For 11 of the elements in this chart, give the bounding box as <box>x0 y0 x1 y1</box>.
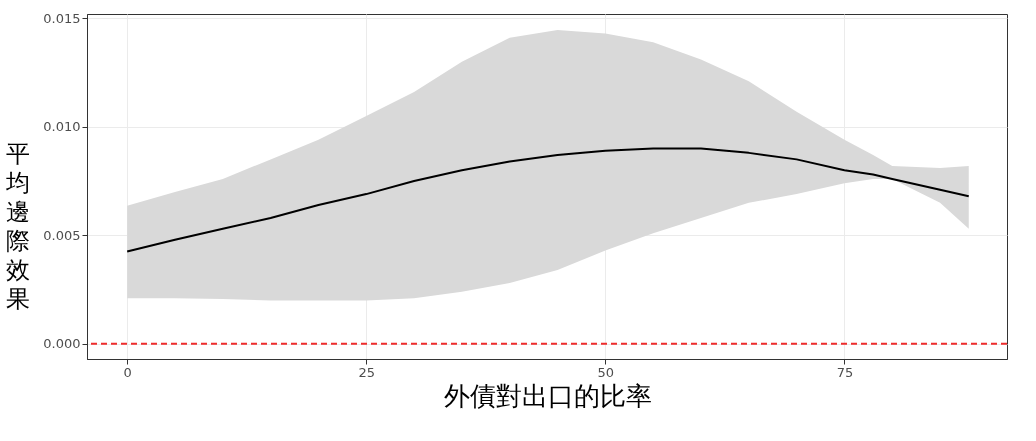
y-tick-label: 0.015 <box>43 10 81 26</box>
x-tick-label: 0 <box>123 364 132 380</box>
y-tick-label: 0.005 <box>43 227 81 243</box>
line-series <box>126 147 970 253</box>
y-tick-label: 0.000 <box>43 336 81 352</box>
x-tick-label: 75 <box>836 364 854 380</box>
x-tick-label: 25 <box>358 364 376 380</box>
x-axis-title: 外債對出口的比率 <box>443 380 652 411</box>
x-tick-label: 50 <box>597 364 615 380</box>
y-axis-title: 平均邊際效果 <box>4 139 30 313</box>
y-tick-label: 0.010 <box>43 119 81 135</box>
